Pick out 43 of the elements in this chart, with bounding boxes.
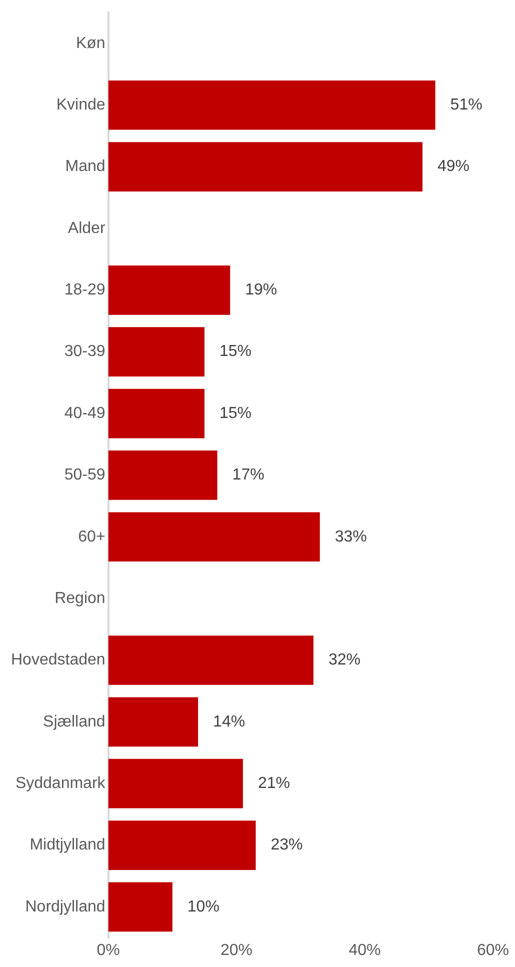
data-label: 32%: [328, 652, 360, 669]
y-tick-label: 60+: [78, 528, 106, 546]
data-label: 21%: [258, 775, 290, 792]
bar: [108, 758, 243, 808]
y-tick-label: Hovedstaden: [10, 652, 106, 669]
data-label: 14%: [213, 713, 246, 730]
x-tick-label: 0%: [96, 942, 120, 959]
x-tick-label: 20%: [220, 942, 253, 959]
bar: [108, 512, 320, 562]
y-tick-label: Syddanmark: [15, 775, 106, 792]
bar: [108, 697, 198, 747]
y-tick-label: 40-49: [64, 404, 106, 422]
data-label: 49%: [437, 158, 470, 176]
y-tick-label: 18-29: [64, 282, 106, 299]
bar: [108, 388, 204, 438]
y-tick-label: Køn: [76, 34, 106, 52]
data-label: 15%: [219, 343, 252, 360]
y-tick-label: Midtjylland: [30, 836, 106, 854]
data-label: 23%: [270, 836, 303, 854]
y-tick-label: Sjælland: [43, 713, 106, 730]
y-tick-label: Nordjylland: [25, 898, 106, 916]
y-tick-label: Kvinde: [56, 96, 106, 114]
x-tick-label: 40%: [348, 942, 381, 959]
data-label: 15%: [219, 404, 252, 422]
y-tick-label: Alder: [68, 220, 106, 237]
bar: [108, 142, 422, 192]
data-label: 51%: [450, 96, 482, 114]
y-tick-label: 50-59: [64, 466, 106, 484]
data-label: 17%: [232, 466, 264, 484]
y-tick-label: Region: [54, 590, 106, 607]
bar: [108, 327, 204, 377]
bar: [108, 450, 218, 500]
data-label: 33%: [334, 528, 367, 546]
bar: [108, 820, 256, 870]
bar: [108, 80, 436, 130]
bar: [108, 636, 314, 685]
y-tick-label: 30-39: [64, 343, 106, 360]
data-label: 19%: [245, 282, 278, 299]
bar: [108, 882, 172, 932]
x-tick-label: 60%: [476, 942, 510, 959]
data-label: 10%: [187, 898, 220, 916]
y-tick-label: Mand: [65, 158, 106, 176]
bar: [108, 265, 230, 315]
